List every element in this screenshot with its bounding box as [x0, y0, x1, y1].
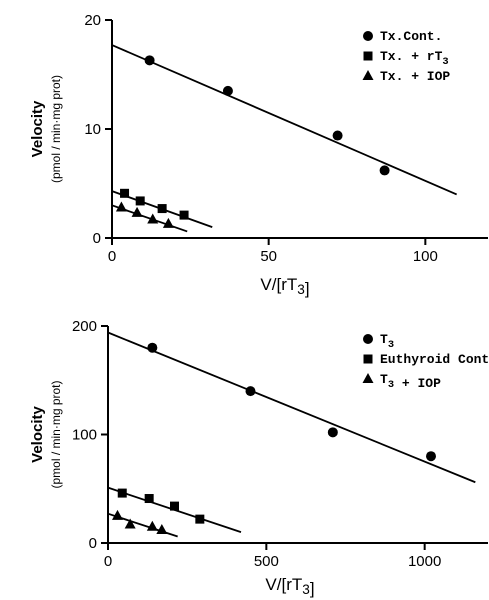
legend-entry: Tx. + IOP — [362, 69, 450, 84]
y-tick-label: 200 — [72, 318, 97, 335]
data-point — [147, 213, 159, 224]
y-tick-label: 0 — [93, 230, 101, 247]
y-axis-units: (pmol / min·mg prot) — [49, 75, 63, 183]
data-point — [120, 188, 130, 198]
data-point — [117, 488, 127, 498]
x-tick-label: 1000 — [408, 553, 441, 570]
data-point — [144, 55, 155, 66]
regression-line — [111, 44, 458, 196]
x-axis-label: V/[rT3] — [265, 575, 314, 598]
legend-entry: Euthyroid Cont. — [363, 352, 489, 367]
data-point — [179, 210, 189, 220]
series-triangle — [111, 201, 188, 233]
series-triangle — [107, 509, 178, 538]
data-point — [222, 85, 233, 96]
chart-panel-2: 0 100 200 0 500 1000 Velocity (pmol / min·mg pr… — [29, 318, 489, 598]
legend-marker — [363, 354, 373, 364]
x-tick-label: 0 — [104, 553, 112, 570]
legend-entry: T3 + IOP — [362, 372, 441, 391]
data-point — [124, 518, 136, 529]
y-tick-label: 100 — [72, 427, 97, 444]
data-point — [112, 509, 123, 520]
data-point — [115, 201, 127, 212]
legend-marker — [363, 334, 373, 344]
x-tick-label: 100 — [413, 248, 438, 265]
legend-label: Tx.Cont. — [380, 29, 442, 44]
data-point — [144, 494, 154, 504]
data-point — [379, 165, 390, 176]
data-point — [147, 342, 158, 353]
y-axis-label: Velocity — [29, 100, 46, 157]
series-circle — [111, 44, 458, 196]
legend-entry: Tx. + rT3 — [363, 49, 449, 68]
data-point — [332, 130, 343, 141]
regression-line — [107, 331, 476, 484]
data-point — [170, 501, 179, 511]
series-square — [107, 486, 242, 534]
y-tick-label: 0 — [89, 535, 97, 552]
legend-label: T3 — [380, 332, 394, 351]
x-tick-label: 0 — [108, 248, 116, 265]
legend-entry: T3 — [363, 332, 394, 351]
data-point — [195, 514, 205, 524]
legend-marker — [362, 373, 374, 383]
data-point — [327, 427, 338, 438]
series-square — [111, 188, 213, 228]
y-tick-label: 20 — [84, 12, 101, 29]
data-point — [245, 386, 256, 397]
data-point — [156, 523, 168, 534]
data-point — [135, 196, 145, 206]
legend-marker — [363, 31, 373, 41]
data-point — [426, 451, 436, 462]
legend-label: Tx. + rT3 — [380, 49, 449, 68]
legend-entry: Tx.Cont. — [363, 29, 442, 44]
legend-label: Euthyroid Cont. — [380, 352, 489, 367]
x-axis-label: V/[rT3] — [260, 275, 309, 298]
y-axis-units: (pmol / min·mg prot) — [49, 380, 63, 488]
x-tick-label: 50 — [260, 248, 277, 265]
chart-panel-1: 0 10 20 0 50 100 Velocity (pmol / min·mg prot) V… — [29, 12, 488, 298]
y-tick-label: 10 — [84, 121, 101, 138]
y-axis-label: Velocity — [29, 405, 46, 462]
legend-label: T3 + IOP — [380, 372, 441, 391]
data-point — [162, 217, 174, 228]
x-tick-label: 500 — [254, 553, 279, 570]
legend-label: Tx. + IOP — [380, 69, 450, 84]
legend-marker — [362, 70, 374, 80]
data-point — [131, 206, 143, 217]
data-point — [157, 204, 167, 214]
series-circle — [107, 331, 476, 484]
data-point — [146, 520, 158, 531]
legend-marker — [363, 51, 373, 61]
